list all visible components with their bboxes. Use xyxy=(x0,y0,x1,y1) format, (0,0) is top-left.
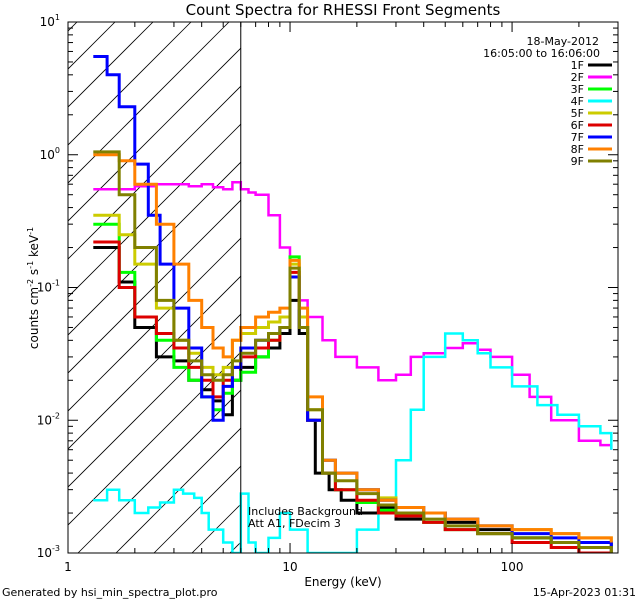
series-2F xyxy=(93,181,613,450)
hatch-line xyxy=(68,313,241,488)
hatch-line xyxy=(77,389,241,553)
legend-label-4F: 4F xyxy=(571,95,584,108)
hatch-line xyxy=(68,275,241,450)
chart-title: Count Spectra for RHESSI Front Segments xyxy=(186,1,501,19)
legend-label-7F: 7F xyxy=(571,131,584,144)
footer-generated: Generated by hsi_min_spectra_plot.pro xyxy=(2,586,218,599)
legend-label-6F: 6F xyxy=(571,119,584,132)
time-range-label: 16:05:00 to 16:06:00 xyxy=(483,47,600,60)
hatch-line xyxy=(68,22,192,146)
footer-timestamp: 15-Apr-2023 01:31 xyxy=(533,586,636,599)
series-4F xyxy=(93,332,613,553)
x-tick-label: 10 xyxy=(282,560,297,574)
hatch-line xyxy=(68,161,241,336)
legend-label-8F: 8F xyxy=(571,143,584,156)
x-tick-label: 1 xyxy=(64,560,72,574)
y-tick-label: 100 xyxy=(40,146,60,162)
hatch-line xyxy=(68,199,241,374)
annotation-attenuator: Att A1, FDecim 3 xyxy=(248,517,341,530)
y-tick-label: 10-1 xyxy=(37,279,60,295)
date-label: 18-May-2012 xyxy=(527,35,599,48)
legend-label-1F: 1F xyxy=(571,59,584,72)
hatch-line xyxy=(68,47,241,222)
hatch-line xyxy=(68,351,241,526)
legend-label-9F: 9F xyxy=(571,155,584,168)
series-8F xyxy=(93,153,613,543)
y-axis-label: counts cm-2 s-1 keV-1 xyxy=(26,227,41,349)
y-tick-label: 10-2 xyxy=(37,411,60,427)
x-tick-label: 100 xyxy=(501,560,524,574)
x-axis-label: Energy (keV) xyxy=(304,575,381,589)
hatch-line xyxy=(115,427,241,553)
hatch-line xyxy=(68,237,241,412)
legend-label-3F: 3F xyxy=(571,83,584,96)
legend-label-2F: 2F xyxy=(571,71,584,84)
series-9F xyxy=(93,150,613,553)
annotation-background: Includes Background xyxy=(248,505,363,518)
hatch-line xyxy=(68,85,241,260)
y-tick-label: 101 xyxy=(40,13,60,29)
legend-label-5F: 5F xyxy=(571,107,584,120)
hatch-line xyxy=(68,22,230,184)
y-tick-label: 10-3 xyxy=(37,544,60,560)
